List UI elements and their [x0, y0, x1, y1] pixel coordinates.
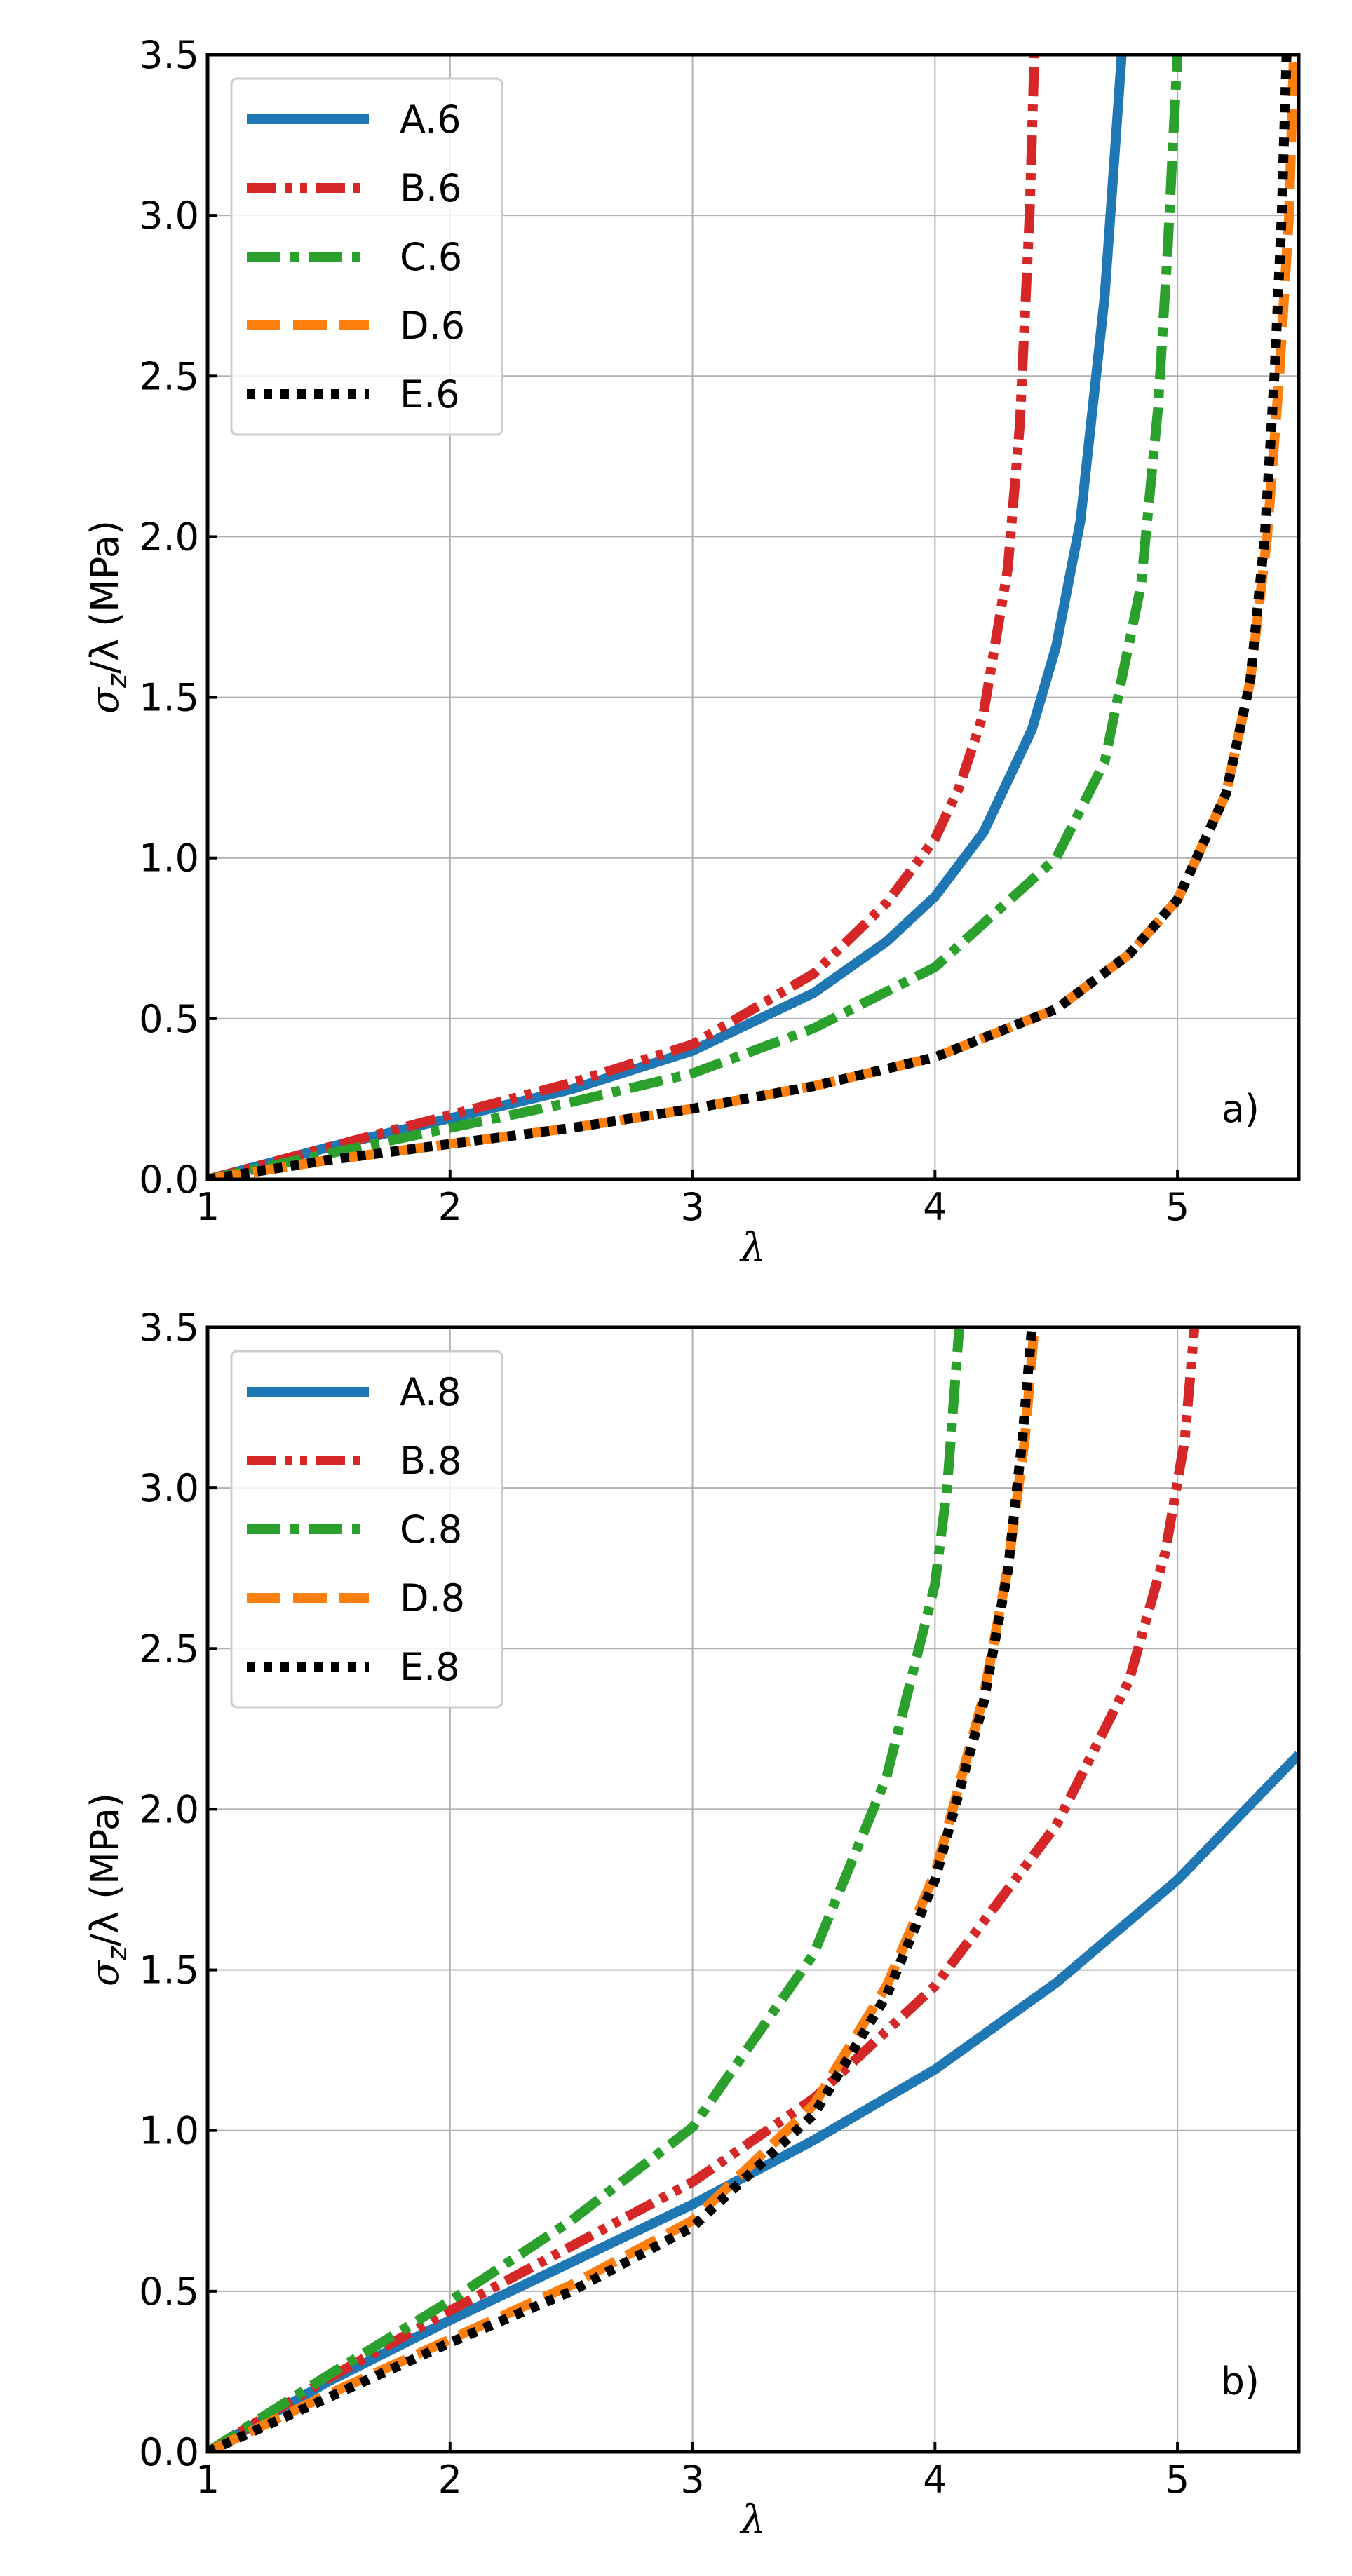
y-tick-label: 3.5: [139, 1306, 199, 1350]
legend-label: C.6: [400, 235, 462, 279]
y-tick-label: 2.5: [139, 354, 199, 398]
x-tick-label: 4: [923, 2458, 947, 2502]
x-tick-label: 5: [1165, 2458, 1189, 2502]
series-line-c-8: [208, 1327, 964, 2452]
y-tick-label: 0.5: [139, 2270, 199, 2314]
panel-label: a): [1222, 1087, 1259, 1131]
x-tick-label: 3: [680, 2458, 704, 2502]
legend-label: D.8: [400, 1576, 465, 1620]
legend-label: B.8: [400, 1439, 462, 1483]
y-tick-label: 0.0: [139, 1158, 199, 1202]
x-axis-label: λ: [739, 2497, 766, 2543]
series-group: [208, 55, 1299, 1179]
legend: [230, 77, 503, 436]
y-tick-label: 2.5: [139, 1627, 199, 1671]
axes-frame: [205, 1325, 1301, 2454]
series-line-a-8: [208, 1751, 1299, 2452]
series-group: [208, 1327, 1299, 2452]
y-tick-label: 1.5: [139, 1948, 199, 1993]
x-tick-label: 2: [438, 1185, 462, 1229]
x-axis-label: λ: [739, 1225, 766, 1270]
series-line-a-6: [208, 55, 1127, 1179]
y-tick-label: 2.0: [139, 1787, 199, 1831]
series-line-e-8: [208, 1327, 1037, 2452]
legend-label: E.8: [400, 1645, 460, 1689]
panel-b: 1 2 3 4 5 0.0 0.5 1.0 1.5 2.0 2.5 3.0 3.5 λ σz/λ (MPa)…: [83, 1306, 1301, 2543]
x-tick-label: 4: [923, 1185, 947, 1229]
legend-label: E.6: [400, 372, 460, 416]
series-line-e-6: [208, 55, 1292, 1179]
series-line-c-6: [208, 55, 1183, 1179]
x-tick-label: 1: [196, 1185, 219, 1229]
y-tick-label: 0.0: [139, 2430, 199, 2474]
x-tick-label: 3: [680, 1185, 704, 1229]
y-tick-label: 0.5: [139, 997, 199, 1041]
y-tick-label: 3.5: [139, 33, 199, 77]
y-tick-label: 2.0: [139, 515, 199, 559]
axes-frame: [205, 53, 1301, 1181]
legend: [230, 1350, 503, 1709]
y-tick-label: 1.5: [139, 676, 199, 720]
y-tick-label: 3.0: [139, 1466, 199, 1510]
x-tick-label: 5: [1165, 1185, 1189, 1229]
y-axis-label: σz/λ (MPa): [83, 1793, 133, 1986]
y-tick-label: 3.0: [139, 194, 199, 238]
legend-label: B.6: [400, 166, 462, 210]
series-line-b-6: [208, 55, 1040, 1179]
panel-a: 1 2 3 4 5 0.0 0.5 1.0 1.5 2.0 2.5 3.0 3.5 λ σz/λ (MPa)…: [83, 33, 1301, 1270]
legend-label: A.8: [400, 1370, 461, 1414]
legend-label: C.8: [400, 1507, 462, 1552]
legend-label: A.6: [400, 97, 461, 142]
y-tick-label: 1.0: [139, 836, 199, 881]
x-tick-label: 2: [438, 2458, 462, 2502]
series-line-b-8: [208, 1327, 1200, 2452]
series-line-d-8: [208, 1327, 1040, 2452]
legend-label: D.6: [400, 304, 465, 348]
x-tick-label: 1: [196, 2458, 219, 2502]
y-tick-label: 1.0: [139, 2109, 199, 2153]
y-axis-label: σz/λ (MPa): [83, 520, 133, 714]
panel-label: b): [1221, 2359, 1259, 2404]
